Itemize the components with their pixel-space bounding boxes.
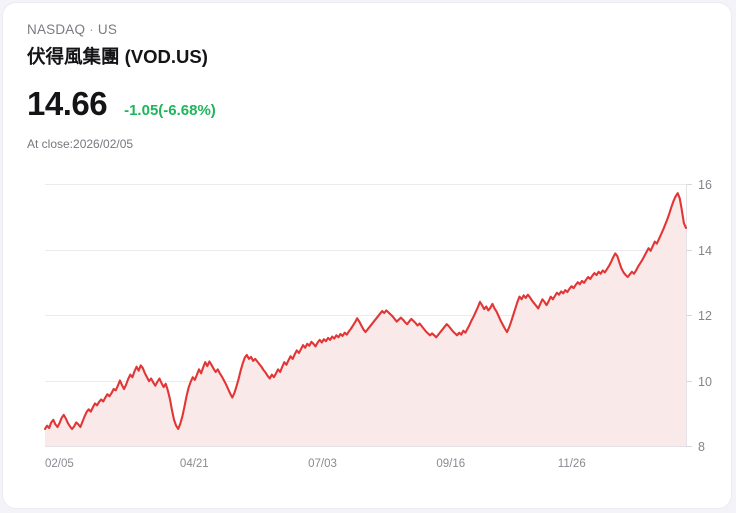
x-tick-label-2: 07/03 bbox=[308, 458, 337, 470]
current-price: 14.66 bbox=[27, 85, 108, 122]
x-axis-labels: 02/05 04/21 07/03 09/16 11/26 bbox=[45, 458, 586, 470]
exchange-name: NASDAQ bbox=[27, 22, 86, 37]
separator-dot: · bbox=[89, 22, 94, 37]
y-tick-label-10: 10 bbox=[698, 375, 712, 389]
y-tick-label-16: 16 bbox=[698, 178, 712, 192]
price-chart[interactable]: 8 10 12 14 16 02/05 04/21 07/03 09/16 11/26 bbox=[3, 163, 732, 483]
series-line bbox=[43, 192, 688, 431]
x-tick-label-0: 02/05 bbox=[45, 458, 74, 470]
series-area-path bbox=[45, 193, 686, 446]
y-tick-label-14: 14 bbox=[698, 244, 712, 258]
y-tick-label-8: 8 bbox=[698, 440, 705, 454]
quote-header: NASDAQ · US 伏得風集團 (VOD.US) 14.66 -1.05(-6.… bbox=[3, 3, 731, 152]
page-title: 伏得風集團 (VOD.US) bbox=[27, 44, 731, 70]
x-tick-label-4: 11/26 bbox=[558, 458, 586, 470]
ticker-symbol: (VOD.US) bbox=[124, 46, 208, 67]
y-axis-labels: 8 10 12 14 16 bbox=[698, 178, 712, 454]
price-change: -1.05(-6.68%) bbox=[124, 102, 216, 119]
price-chart-svg[interactable]: 8 10 12 14 16 02/05 04/21 07/03 09/16 11/26 bbox=[3, 163, 732, 483]
y-tick-label-12: 12 bbox=[698, 309, 712, 323]
company-name: 伏得風集團 bbox=[27, 46, 120, 67]
price-row: 14.66 -1.05(-6.68%) bbox=[27, 86, 731, 122]
area-fill bbox=[45, 193, 686, 446]
series-line-path bbox=[43, 192, 688, 431]
market-status: At close:2026/02/05 bbox=[27, 137, 134, 151]
x-tick-label-1: 04/21 bbox=[180, 458, 209, 470]
exchange-row: NASDAQ · US bbox=[27, 21, 731, 39]
x-tick-label-3: 09/16 bbox=[436, 458, 465, 470]
region-label: US bbox=[97, 22, 118, 37]
